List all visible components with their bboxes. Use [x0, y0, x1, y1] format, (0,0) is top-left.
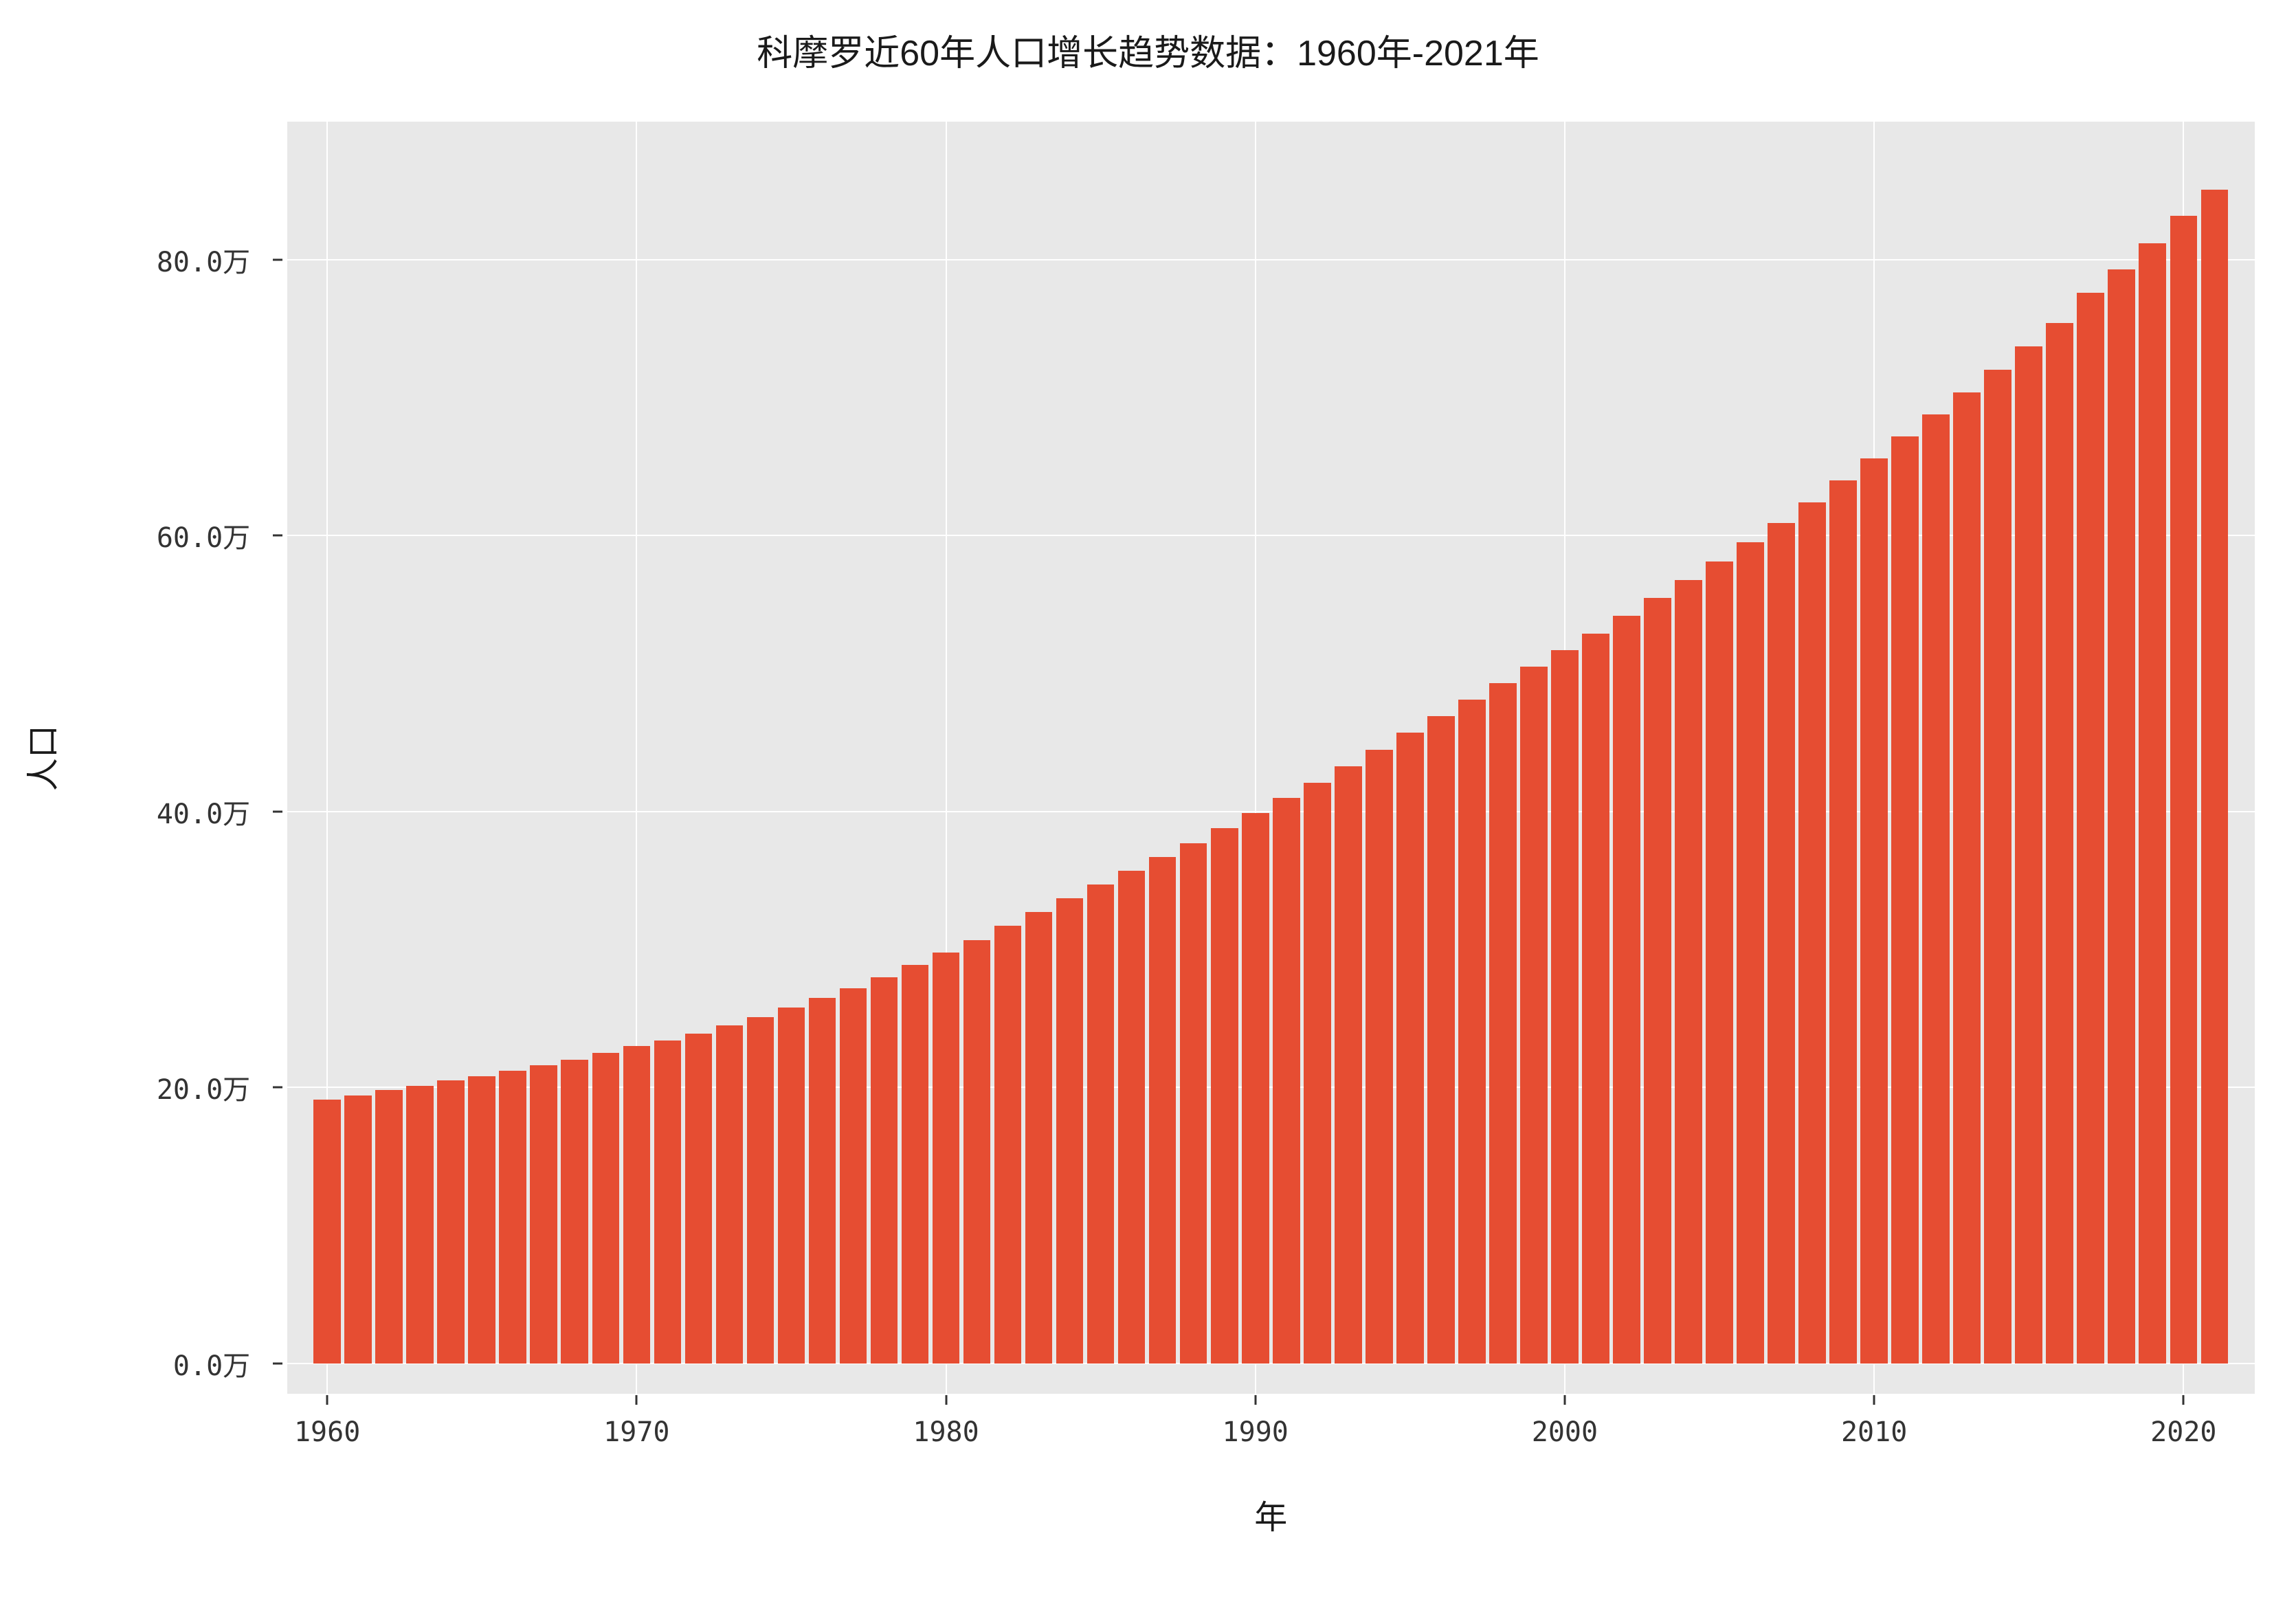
x-tick-mark: [636, 1395, 638, 1405]
bar: [1458, 700, 1486, 1364]
bar: [1304, 783, 1331, 1364]
bar: [406, 1086, 434, 1363]
bar: [1768, 523, 1795, 1363]
bar: [2201, 190, 2229, 1364]
bar: [1025, 912, 1053, 1363]
bar: [2077, 293, 2104, 1364]
y-tick-mark: [273, 535, 282, 537]
bar: [963, 940, 991, 1364]
bar: [1613, 616, 1640, 1364]
bar: [1211, 828, 1238, 1364]
x-tick-label: 1990: [1223, 1416, 1289, 1448]
bar: [1706, 561, 1733, 1363]
bar: [313, 1100, 341, 1363]
bar: [1520, 667, 1548, 1364]
x-tick-label: 1980: [913, 1416, 979, 1448]
bar: [1056, 898, 1084, 1363]
bar: [1798, 502, 1826, 1364]
bar: [933, 953, 960, 1364]
bar: [1675, 580, 1702, 1364]
y-tick-mark: [273, 810, 282, 812]
x-tick-mark: [1873, 1395, 1875, 1405]
x-tick-label: 2010: [1841, 1416, 1907, 1448]
bar: [1551, 650, 1579, 1364]
bar: [375, 1090, 403, 1363]
y-tick-mark: [273, 258, 282, 260]
chart-title: 科摩罗近60年人口增长趋势数据：1960年-2021年: [0, 24, 2296, 76]
bar: [1984, 370, 2011, 1363]
x-tick-mark: [1563, 1395, 1565, 1405]
bar: [654, 1041, 682, 1364]
bar: [1118, 871, 1146, 1364]
x-axis-title: 年: [1254, 1490, 1287, 1538]
bar: [778, 1008, 805, 1364]
bar: [1953, 392, 1981, 1364]
bar: [530, 1065, 557, 1364]
bar: [685, 1034, 713, 1364]
bar: [809, 998, 836, 1364]
y-tick-label: 80.0万: [157, 240, 250, 280]
bar: [437, 1080, 465, 1364]
bar: [623, 1046, 651, 1364]
bar: [468, 1076, 495, 1364]
bar: [2046, 323, 2073, 1364]
x-tick-label: 1970: [603, 1416, 669, 1448]
bar: [1366, 750, 1393, 1364]
bar: [344, 1095, 372, 1363]
bar: [994, 926, 1022, 1363]
bar: [1737, 542, 1764, 1363]
bar: [747, 1017, 774, 1364]
bar: [1335, 766, 1362, 1364]
x-tick-label: 1960: [294, 1416, 360, 1448]
bar: [2139, 243, 2166, 1364]
x-tick-label: 2000: [1532, 1416, 1598, 1448]
y-tick-mark: [273, 1362, 282, 1364]
population-bar-chart: 科摩罗近60年人口增长趋势数据：1960年-2021年 人口 年 0.0万 20.…: [0, 0, 2296, 1602]
plot-area: [287, 122, 2255, 1394]
y-tick-label: 40.0万: [157, 792, 250, 832]
bar: [1489, 683, 1517, 1364]
x-tick-mark: [326, 1395, 328, 1405]
y-tick-label: 20.0万: [157, 1067, 250, 1107]
bar: [1891, 436, 1919, 1364]
y-tick-label: 0.0万: [173, 1344, 250, 1383]
y-tick-mark: [273, 1087, 282, 1089]
bar: [1829, 480, 1857, 1364]
bar: [1087, 885, 1115, 1364]
bar: [1273, 798, 1300, 1364]
bar: [2108, 269, 2135, 1364]
bar: [871, 977, 898, 1364]
bar: [561, 1060, 588, 1364]
grid-line-horizontal: [287, 259, 2255, 260]
x-tick-mark: [1254, 1395, 1256, 1405]
bar: [840, 988, 867, 1364]
bar: [716, 1025, 744, 1364]
bar: [1860, 458, 1888, 1364]
bar: [2015, 346, 2042, 1363]
bar: [1396, 733, 1424, 1363]
bar: [1644, 598, 1671, 1364]
x-tick-mark: [945, 1395, 947, 1405]
bar: [2170, 216, 2198, 1364]
y-tick-label: 60.0万: [157, 515, 250, 555]
bar: [1582, 634, 1609, 1364]
x-tick-label: 2020: [2150, 1416, 2216, 1448]
y-axis-title: 人口: [16, 725, 64, 791]
bar: [902, 965, 929, 1364]
bar: [1922, 414, 1950, 1364]
x-tick-mark: [2183, 1395, 2185, 1405]
bar: [1149, 857, 1177, 1364]
bar: [1427, 716, 1455, 1363]
bar: [1180, 843, 1207, 1364]
bar: [499, 1071, 526, 1364]
bar: [592, 1053, 620, 1364]
bar: [1242, 813, 1269, 1364]
